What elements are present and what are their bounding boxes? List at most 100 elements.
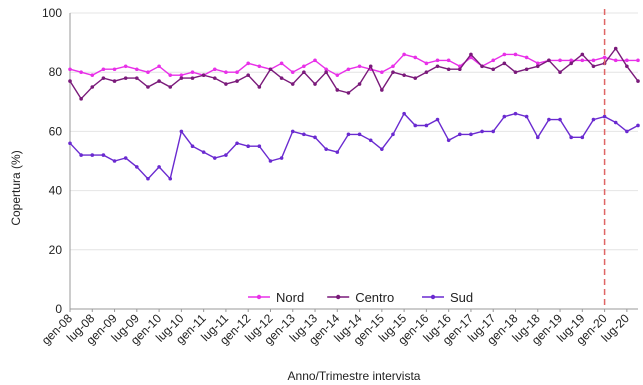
data-point-centro — [279, 76, 284, 80]
data-point-sud — [368, 138, 373, 143]
data-point-centro — [123, 76, 128, 80]
data-point-sud — [613, 120, 618, 125]
data-point-nord — [391, 64, 395, 69]
data-point-centro — [290, 82, 295, 86]
data-point-nord — [123, 64, 128, 69]
data-point-nord — [212, 67, 217, 72]
data-point-sud — [179, 129, 184, 134]
data-point-sud — [123, 156, 128, 160]
data-point-nord — [90, 73, 95, 77]
data-point-nord — [357, 64, 362, 69]
data-point-sud — [279, 156, 284, 160]
data-point-nord — [146, 70, 150, 74]
legend-marker-nord — [256, 294, 262, 300]
y-tick-label: 0 — [55, 302, 62, 316]
data-point-sud — [201, 150, 206, 154]
data-point-centro — [513, 70, 518, 74]
data-point-centro — [79, 97, 83, 101]
data-point-centro — [90, 85, 95, 89]
data-point-centro — [346, 91, 351, 95]
data-point-sud — [558, 117, 562, 122]
data-point-centro — [201, 73, 206, 77]
data-point-centro — [101, 76, 106, 80]
data-point-nord — [558, 58, 562, 63]
data-point-nord — [346, 67, 351, 72]
y-tick-labels: 0 20 40 60 80 100 — [42, 6, 62, 316]
data-point-sud — [335, 150, 340, 154]
data-point-centro — [112, 79, 117, 83]
data-point-nord — [446, 58, 451, 63]
data-point-nord — [257, 64, 262, 69]
data-point-centro — [357, 82, 362, 86]
data-point-sud — [168, 176, 173, 181]
data-point-sud — [212, 156, 217, 160]
data-point-sud — [190, 144, 195, 148]
data-point-centro — [324, 70, 328, 74]
data-point-nord — [246, 61, 250, 66]
data-point-sud — [235, 141, 239, 146]
data-point-sud — [513, 111, 518, 116]
data-point-centro — [491, 67, 496, 72]
data-point-centro — [613, 46, 618, 51]
data-point-sud — [580, 135, 585, 140]
data-point-nord — [380, 70, 384, 74]
data-point-sud — [435, 117, 440, 122]
data-point-nord — [602, 55, 607, 60]
y-tick-label: 20 — [49, 243, 63, 257]
data-point-sud — [90, 153, 95, 157]
data-point-centro — [313, 82, 317, 86]
data-point-nord — [613, 58, 618, 63]
data-point-sud — [101, 153, 106, 157]
data-point-centro — [480, 64, 484, 69]
data-point-centro — [535, 64, 540, 69]
data-point-centro — [435, 64, 440, 69]
data-point-sud — [413, 123, 418, 128]
data-point-nord — [101, 67, 106, 72]
data-point-nord — [190, 70, 195, 74]
data-point-centro — [268, 67, 273, 72]
data-point-nord — [224, 70, 228, 74]
data-point-centro — [168, 85, 173, 89]
data-point-centro — [302, 70, 306, 74]
data-point-centro — [569, 61, 573, 66]
data-point-sud — [79, 153, 83, 157]
data-point-centro — [146, 85, 150, 89]
data-point-centro — [402, 73, 406, 77]
data-point-sud — [535, 135, 540, 140]
data-point-centro — [135, 76, 139, 80]
data-point-centro — [380, 88, 384, 92]
legend: Nord Centro Sud — [248, 290, 473, 305]
data-point-sud — [402, 111, 406, 116]
series — [68, 46, 640, 181]
data-point-centro — [547, 58, 551, 63]
data-point-nord — [168, 73, 173, 77]
data-point-nord — [580, 58, 585, 63]
data-point-sud — [290, 129, 295, 134]
data-point-sud — [357, 132, 362, 137]
data-point-nord — [79, 70, 83, 74]
data-point-centro — [446, 67, 451, 72]
data-point-centro — [368, 64, 373, 69]
data-point-sud — [424, 123, 429, 128]
y-tick-label: 40 — [49, 184, 63, 198]
grid — [70, 12, 638, 251]
data-point-sud — [458, 132, 462, 137]
data-point-sud — [547, 117, 551, 122]
data-point-nord — [424, 61, 429, 66]
data-point-nord — [279, 61, 284, 66]
data-point-nord — [413, 55, 418, 60]
data-point-nord — [313, 58, 317, 63]
data-point-sud — [324, 147, 328, 151]
data-point-centro — [458, 67, 462, 72]
data-point-sud — [346, 132, 351, 137]
data-point-centro — [469, 52, 473, 57]
data-point-sud — [391, 132, 395, 137]
data-point-nord — [569, 58, 573, 63]
data-point-centro — [157, 79, 161, 83]
data-point-centro — [625, 64, 629, 69]
data-point-sud — [569, 135, 573, 140]
data-point-centro — [235, 79, 239, 83]
data-point-nord — [235, 70, 239, 74]
data-point-centro — [257, 85, 262, 89]
legend-marker-centro — [336, 294, 341, 300]
